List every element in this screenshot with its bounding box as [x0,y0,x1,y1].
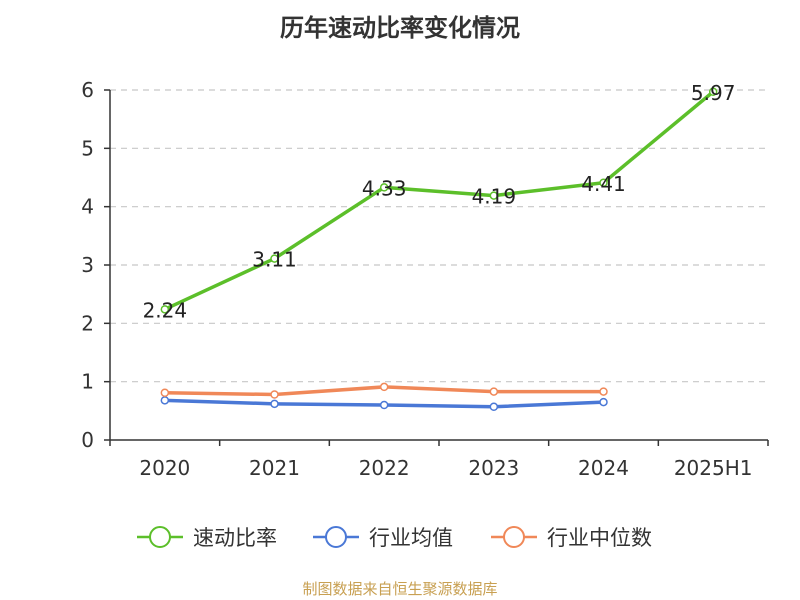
data-point[interactable] [160,396,170,405]
data-point[interactable] [379,183,389,192]
y-tick-label: 4 [81,195,94,219]
legend-marker-1[interactable] [325,526,347,548]
x-tick-label: 2021 [249,456,300,480]
data-label: 4.19 [472,185,517,209]
data-point[interactable] [270,254,279,263]
legend-marker-0[interactable] [149,526,171,548]
data-label: 4.33 [362,176,407,200]
y-tick-label: 1 [81,370,94,394]
axes: 0 1 2 3 4 5 6 2020 2021 2022 2023 2024 2025H1 [81,78,769,480]
x-tick-label: 2022 [359,456,410,480]
data-point[interactable] [489,191,499,200]
data-point[interactable] [270,390,279,399]
legend-label-1[interactable]: 行业均值 [369,526,453,550]
grid-lines [110,89,768,383]
data-label: 2.24 [143,298,188,322]
data-point[interactable] [270,399,279,409]
data-point[interactable] [599,387,608,396]
x-tick-label: 2020 [139,456,190,480]
source-footer: 制图数据来自恒生聚源数据库 [302,580,498,598]
y-tick-label: 2 [81,311,94,335]
y-tick-label: 0 [81,428,94,452]
data-point[interactable] [489,387,499,396]
data-labels: 2.24 3.11 4.33 4.19 4.41 5.97 [143,81,736,323]
data-point[interactable] [160,388,170,397]
data-label: 3.11 [252,248,297,272]
legend-marker-2[interactable] [503,526,525,548]
chart-title: 历年速动比率变化情况 [280,14,520,42]
data-point[interactable] [489,402,499,411]
x-tick-label: 2025H1 [674,456,753,480]
legend-label-0[interactable]: 速动比率 [193,526,277,550]
y-tick-label: 6 [81,78,94,102]
y-tick-label: 5 [81,136,94,160]
x-tick-label: 2024 [578,456,629,480]
series-line-0 [163,90,715,312]
data-point[interactable] [160,305,170,314]
legend-label-2[interactable]: 行业中位数 [547,526,652,550]
data-point[interactable] [379,382,389,392]
y-tick-label: 3 [81,253,94,277]
x-tick-label: 2023 [468,456,519,480]
series-layer [160,87,718,411]
data-point[interactable] [379,400,389,410]
data-label: 5.97 [691,81,736,105]
data-point[interactable] [599,397,608,407]
data-point[interactable] [708,87,718,96]
data-point[interactable] [599,178,608,187]
legend[interactable]: 速动比率 行业均值 行业中位数 [137,526,652,550]
data-label: 4.41 [581,172,626,196]
